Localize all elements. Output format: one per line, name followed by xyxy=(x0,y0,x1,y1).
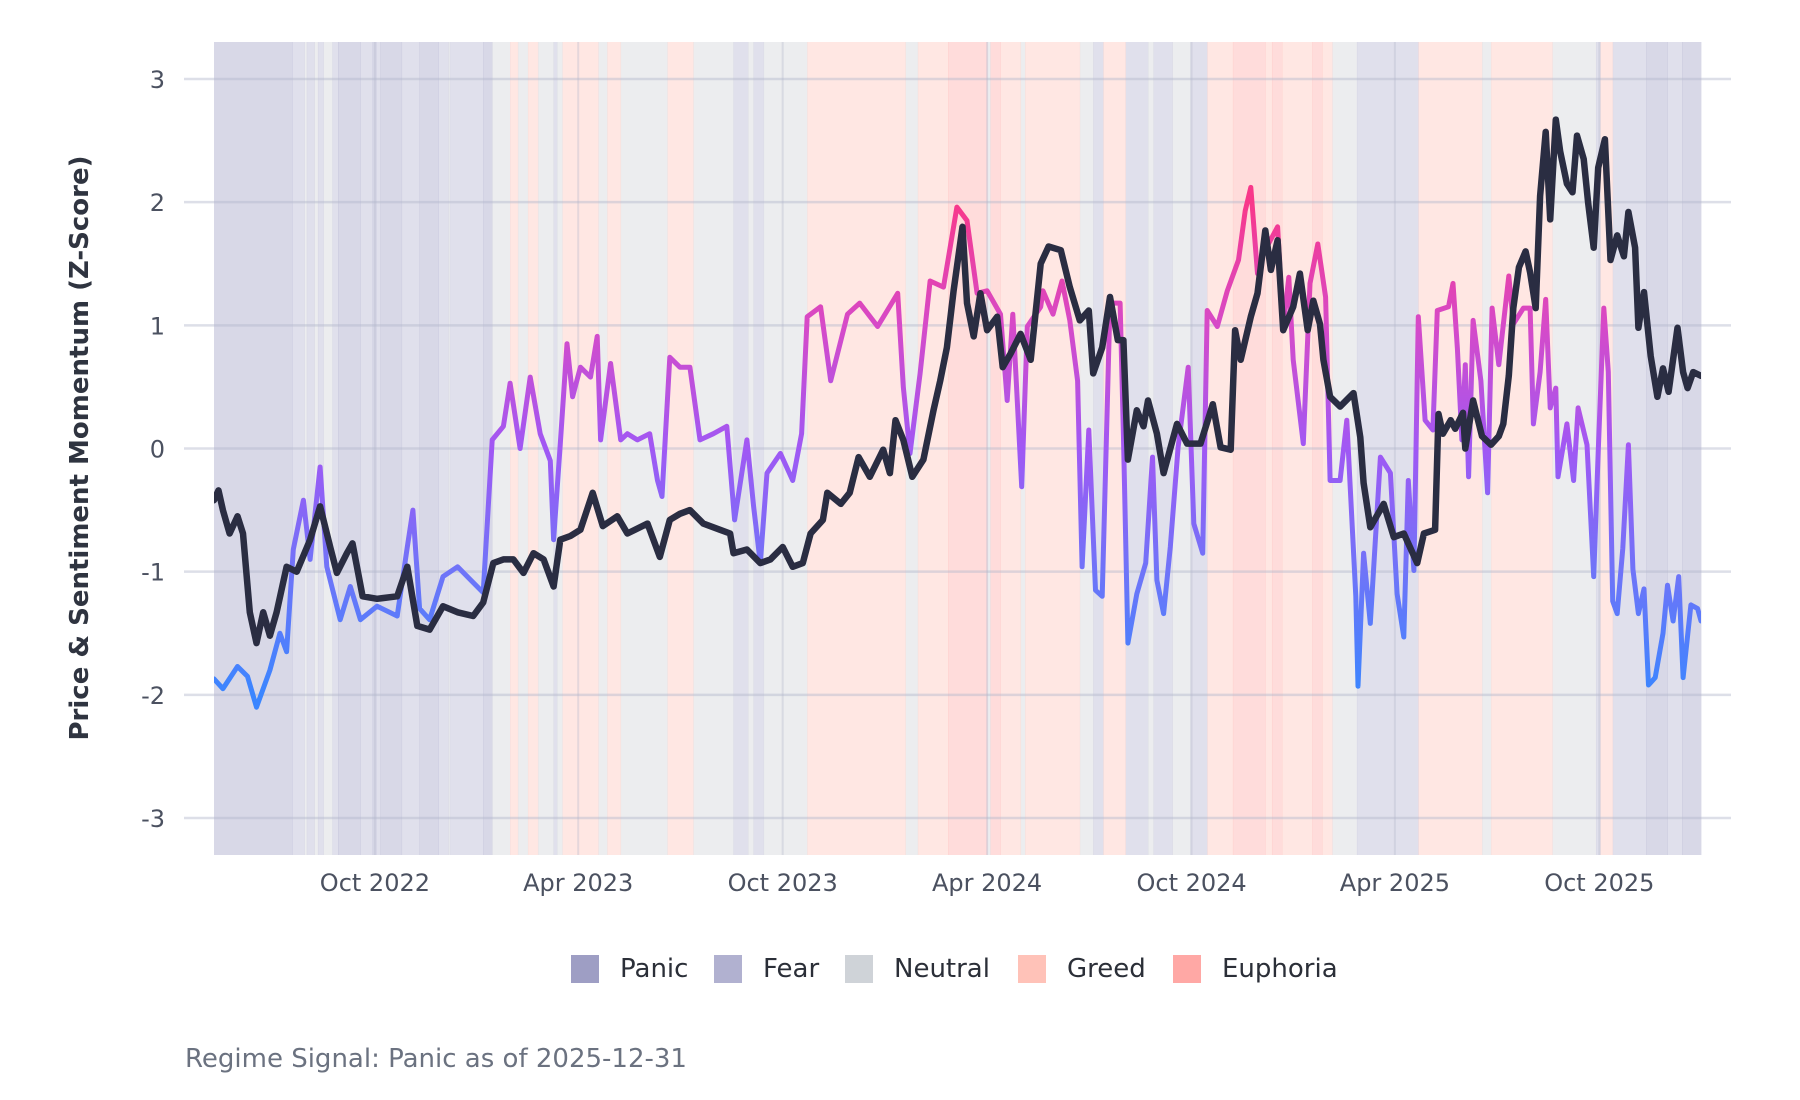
legend-swatch-greed xyxy=(1018,955,1046,983)
regime-band-panic xyxy=(419,42,439,855)
x-tick-label: Oct 2022 xyxy=(320,869,430,897)
regime-band-panic xyxy=(372,42,377,855)
legend-label-fear: Fear xyxy=(763,954,820,984)
regime-band-neutral xyxy=(314,42,319,855)
regime-band-euphoria xyxy=(1312,42,1323,855)
regime-band-fear xyxy=(753,42,765,855)
regime-band-fear xyxy=(1667,42,1683,855)
regime-band-euphoria xyxy=(948,42,988,855)
legend-item-fear[interactable]: Fear xyxy=(714,954,864,984)
legend-swatch-euphoria xyxy=(1173,955,1201,983)
gridlines xyxy=(184,42,1731,855)
legend-swatch-panic xyxy=(571,955,599,983)
regime-band-panic xyxy=(338,42,361,855)
regime-band-panic xyxy=(214,42,293,855)
regime-band-fear xyxy=(360,42,374,855)
regime-band-euphoria xyxy=(1232,42,1266,855)
regime-band-greed xyxy=(667,42,694,855)
sentiment-line xyxy=(214,184,1701,710)
y-tick-label: 2 xyxy=(150,189,165,217)
y-axis-title: Price & Sentiment Momentum (Z-Score) xyxy=(65,155,95,741)
legend-item-panic[interactable]: Panic xyxy=(571,954,721,984)
regime-bands xyxy=(214,42,1702,855)
regime-band-neutral xyxy=(517,42,529,855)
regime-band-greed xyxy=(1000,42,1022,855)
regime-band-fear xyxy=(1125,42,1149,855)
legend-label-greed: Greed xyxy=(1067,954,1146,984)
x-tick-label: Apr 2024 xyxy=(932,869,1042,897)
regime-band-greed xyxy=(1282,42,1313,855)
price-line xyxy=(214,116,1701,647)
x-tick-label: Apr 2023 xyxy=(523,869,633,897)
regime-band-neutral xyxy=(620,42,668,855)
regime-band-euphoria xyxy=(1271,42,1283,855)
regime-band-neutral xyxy=(492,42,511,855)
regime-band-greed xyxy=(1103,42,1127,855)
legend-label-euphoria: Euphoria xyxy=(1222,954,1338,984)
regime-band-fear xyxy=(1190,42,1208,855)
regime-band-fear xyxy=(375,42,381,855)
regime-band-neutral xyxy=(304,42,308,855)
regime-band-fear xyxy=(1356,42,1419,855)
regime-band-panic xyxy=(483,42,493,855)
regime-band-greed xyxy=(1265,42,1273,855)
regime-band-fear xyxy=(401,42,420,855)
x-tick-label: Oct 2025 xyxy=(1544,869,1654,897)
x-axis-tick-labels: Oct 2022 Apr 2023 Oct 2023 Apr 2024 Oct 2024… xyxy=(320,869,1655,897)
y-tick-label: -2 xyxy=(141,682,165,710)
regime-band-greed xyxy=(1025,42,1081,855)
regime-band-fear xyxy=(733,42,749,855)
regime-band-fear xyxy=(1153,42,1173,855)
regime-band-panic xyxy=(1646,42,1668,855)
regime-band-neutral xyxy=(748,42,755,855)
y-tick-label: 1 xyxy=(150,312,165,340)
series-lines xyxy=(214,116,1701,710)
regime-band-neutral xyxy=(598,42,608,855)
regime-band-greed xyxy=(527,42,539,855)
regime-band-neutral xyxy=(323,42,333,855)
legend-swatch-neutral xyxy=(845,955,873,983)
regime-band-euphoria xyxy=(990,42,1001,855)
regime-band-fear xyxy=(1093,42,1104,855)
legend-item-euphoria[interactable]: Euphoria xyxy=(1173,954,1338,984)
regime-band-fear xyxy=(449,42,484,855)
regime-band-panic xyxy=(380,42,403,855)
regime-signal-footer: Regime Signal: Panic as of 2025-12-31 xyxy=(185,1044,687,1074)
regime-band-greed xyxy=(562,42,599,855)
regime-band-greed xyxy=(607,42,622,855)
y-tick-label: -1 xyxy=(141,559,165,587)
y-tick-label: -3 xyxy=(141,805,165,833)
legend-item-greed[interactable]: Greed xyxy=(1018,954,1168,984)
legend-item-neutral[interactable]: Neutral xyxy=(845,954,995,984)
regime-band-neutral xyxy=(448,42,451,855)
y-axis-tick-labels: -3 -2 -1 0 1 2 3 xyxy=(141,66,165,833)
legend-swatch-fear xyxy=(714,955,742,983)
y-tick-label: 0 xyxy=(150,436,165,464)
regime-band-fear xyxy=(332,42,339,855)
regime-band-fear xyxy=(317,42,324,855)
y-tick-label: 3 xyxy=(150,66,165,94)
x-tick-label: Oct 2023 xyxy=(728,869,838,897)
regime-band-fear xyxy=(438,42,450,855)
regime-band-fear xyxy=(553,42,558,855)
regime-band-neutral xyxy=(1147,42,1154,855)
regime-band-neutral xyxy=(1172,42,1191,855)
legend-label-neutral: Neutral xyxy=(894,954,990,984)
regime-band-fear xyxy=(292,42,305,855)
legend-label-panic: Panic xyxy=(620,954,689,984)
regime-band-greed xyxy=(510,42,519,855)
x-tick-label: Apr 2025 xyxy=(1340,869,1450,897)
regime-band-fear xyxy=(306,42,315,855)
regime-band-neutral xyxy=(987,42,991,855)
x-tick-label: Oct 2024 xyxy=(1136,869,1246,897)
